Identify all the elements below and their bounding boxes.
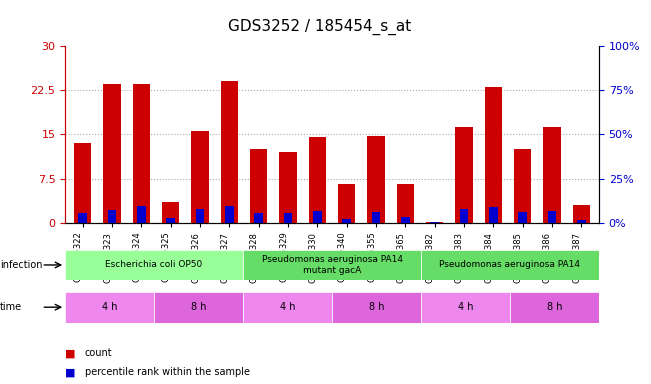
Bar bbox=[107, 210, 117, 223]
Text: Pseudomonas aeruginosa PA14
mutant gacA: Pseudomonas aeruginosa PA14 mutant gacA bbox=[262, 255, 402, 275]
Bar bbox=[137, 206, 146, 223]
Text: 4 h: 4 h bbox=[458, 302, 473, 312]
Text: Pseudomonas aeruginosa PA14: Pseudomonas aeruginosa PA14 bbox=[439, 260, 581, 270]
Bar bbox=[162, 202, 180, 223]
Bar bbox=[104, 84, 121, 223]
Bar bbox=[572, 205, 590, 223]
Text: 8 h: 8 h bbox=[368, 302, 384, 312]
Text: ■: ■ bbox=[65, 367, 76, 377]
FancyBboxPatch shape bbox=[154, 292, 243, 323]
Bar bbox=[78, 213, 87, 223]
FancyBboxPatch shape bbox=[65, 292, 154, 323]
Bar bbox=[543, 127, 561, 223]
Bar bbox=[166, 218, 175, 223]
Bar bbox=[225, 206, 234, 223]
Text: count: count bbox=[85, 348, 112, 358]
FancyBboxPatch shape bbox=[243, 250, 421, 280]
Bar bbox=[313, 211, 322, 223]
Bar bbox=[518, 212, 527, 223]
Text: 4 h: 4 h bbox=[102, 302, 117, 312]
FancyBboxPatch shape bbox=[510, 292, 599, 323]
Bar bbox=[577, 220, 586, 223]
Bar bbox=[396, 184, 414, 223]
FancyBboxPatch shape bbox=[65, 250, 243, 280]
Bar bbox=[514, 149, 531, 223]
Bar bbox=[195, 210, 204, 223]
Text: 8 h: 8 h bbox=[547, 302, 562, 312]
FancyBboxPatch shape bbox=[332, 292, 421, 323]
Text: 8 h: 8 h bbox=[191, 302, 206, 312]
Text: Escherichia coli OP50: Escherichia coli OP50 bbox=[105, 260, 202, 270]
Bar bbox=[430, 222, 439, 223]
Text: ■: ■ bbox=[65, 348, 76, 358]
Text: GDS3252 / 185454_s_at: GDS3252 / 185454_s_at bbox=[228, 19, 411, 35]
Bar bbox=[455, 127, 473, 223]
Bar bbox=[133, 84, 150, 223]
Bar bbox=[284, 213, 292, 223]
Bar bbox=[279, 152, 297, 223]
Bar bbox=[484, 87, 502, 223]
Bar bbox=[367, 136, 385, 223]
Bar bbox=[342, 219, 351, 223]
FancyBboxPatch shape bbox=[421, 292, 510, 323]
Bar bbox=[74, 143, 92, 223]
Bar bbox=[191, 131, 209, 223]
Bar bbox=[309, 137, 326, 223]
Bar bbox=[426, 222, 443, 223]
FancyBboxPatch shape bbox=[421, 250, 599, 280]
Text: infection: infection bbox=[0, 260, 42, 270]
Bar bbox=[372, 212, 380, 223]
Bar bbox=[250, 149, 268, 223]
Bar bbox=[255, 213, 263, 223]
Bar bbox=[338, 184, 355, 223]
Text: percentile rank within the sample: percentile rank within the sample bbox=[85, 367, 249, 377]
Bar bbox=[489, 207, 498, 223]
FancyBboxPatch shape bbox=[243, 292, 332, 323]
Bar bbox=[221, 81, 238, 223]
Bar bbox=[401, 217, 409, 223]
Text: time: time bbox=[0, 302, 22, 312]
Bar bbox=[460, 210, 469, 223]
Bar bbox=[547, 211, 557, 223]
Text: 4 h: 4 h bbox=[280, 302, 296, 312]
